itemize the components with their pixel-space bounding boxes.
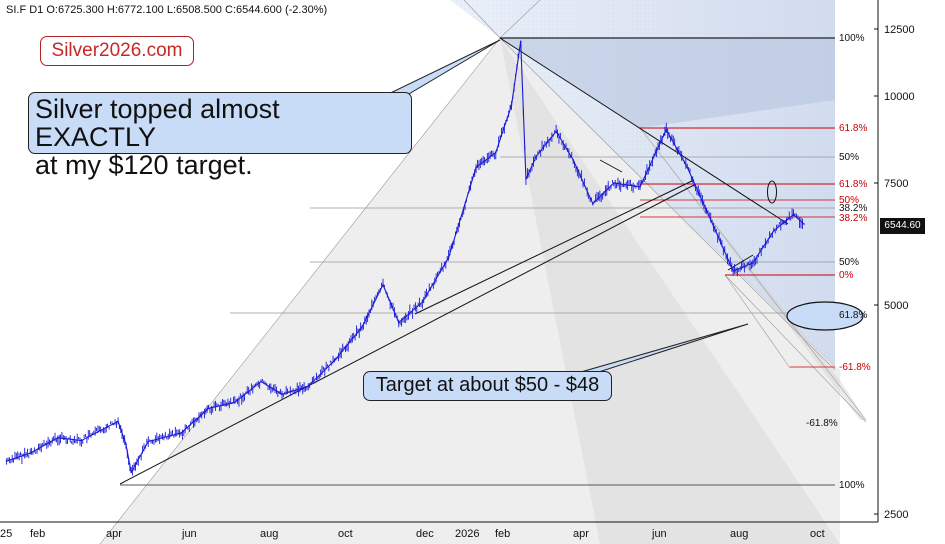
- price-point: [207, 407, 210, 410]
- fib-labels: 100% 61.8% 50% 61.8% 50% 38.2% 38.2% 50%…: [806, 33, 871, 491]
- price-segment: [448, 167, 477, 258]
- trendlines: [119, 37, 789, 485]
- x-tick-oct-2026: oct: [810, 528, 825, 540]
- price-segment: [6, 452, 31, 462]
- interval: D1: [29, 4, 44, 16]
- x-tick-dec: dec: [416, 528, 434, 540]
- brand-label: Silver2026.com: [40, 36, 194, 66]
- x-tick-feb: feb: [30, 528, 45, 540]
- price-segment: [361, 284, 384, 328]
- fib-label-61-8-red-top: 61.8%: [839, 123, 867, 134]
- x-axis: 25 feb apr jun aug oct dec 2026 feb apr …: [0, 521, 878, 540]
- x-tick-feb-2026: feb: [495, 528, 510, 540]
- x-tick-25: 25: [0, 528, 12, 540]
- x-tick-oct: oct: [338, 528, 353, 540]
- grey-gann-fans: [99, 0, 867, 544]
- x-tick-2026: 2026: [455, 528, 479, 540]
- y-tick-12500: 12500: [884, 24, 915, 36]
- price-segment: [260, 381, 283, 395]
- price-point: [686, 166, 689, 169]
- fib-label-38-2-red: 38.2%: [839, 213, 867, 224]
- peak-ellipse: [767, 180, 777, 204]
- low-value: L:6508.500: [166, 4, 222, 16]
- y-axis: 12500 10000 7500 5000 2500: [874, 0, 915, 522]
- fib-label-100-bottom: 100%: [839, 480, 865, 491]
- y-tick-2500: 2500: [884, 509, 908, 521]
- target-callout: Target at about $50 - $48: [363, 371, 612, 401]
- fib-label-neg-61-8: -61.8%: [806, 418, 838, 429]
- y-tick-5000: 5000: [884, 300, 908, 312]
- close-value: C:6544.600: [225, 4, 282, 16]
- price-point: [803, 223, 805, 225]
- top-callout: Silver topped almost EXACTLY at my $120 …: [28, 92, 412, 179]
- ohlc-header: SI.F D1 O:6725.300 H:6772.100 L:6508.500…: [6, 4, 327, 16]
- price-point: [535, 155, 538, 157]
- price-segment: [148, 432, 182, 443]
- x-tick-aug: aug: [260, 528, 278, 540]
- change-value: (-2.30%): [284, 4, 328, 16]
- fib-label-61-8-ellipse: 61.8%: [839, 310, 867, 321]
- open-value: O:6725.300: [46, 4, 104, 16]
- fib-label-100-top: 100%: [839, 33, 865, 44]
- x-tick-apr-2026: apr: [573, 528, 589, 540]
- y-tick-7500: 7500: [884, 178, 908, 190]
- price-point: [519, 40, 522, 43]
- x-tick-apr: apr: [106, 528, 122, 540]
- fib-label-50-lower: 50%: [839, 257, 859, 268]
- x-tick-jun: jun: [181, 528, 197, 540]
- fib-label-61-8-red: 61.8%: [839, 179, 867, 190]
- price-segment: [57, 437, 82, 442]
- x-tick-jun-2026: jun: [651, 528, 667, 540]
- price-segment: [475, 151, 497, 168]
- price-noise: [6, 41, 803, 476]
- fib-levels: [120, 37, 835, 486]
- symbol: SI.F: [6, 4, 27, 16]
- price-segment: [665, 129, 688, 168]
- last-price-label: 6544.60: [880, 218, 925, 234]
- high-value: H:6772.100: [106, 4, 164, 16]
- fib-label-neg-61-8-red: -61.8%: [839, 362, 871, 373]
- fib-label-0-red: 0%: [839, 270, 854, 281]
- x-tick-aug-2026: aug: [730, 528, 748, 540]
- target-ellipse: [786, 301, 864, 331]
- fib-label-38-2-black: 38.2%: [839, 203, 867, 214]
- blue-channel-area: [450, 0, 835, 368]
- y-tick-10000: 10000: [884, 91, 915, 103]
- fib-label-50-left: 50%: [839, 152, 859, 163]
- fib-label-50-red: 50%: [839, 195, 859, 206]
- price-segment: [592, 182, 615, 205]
- price-segment: [752, 230, 775, 264]
